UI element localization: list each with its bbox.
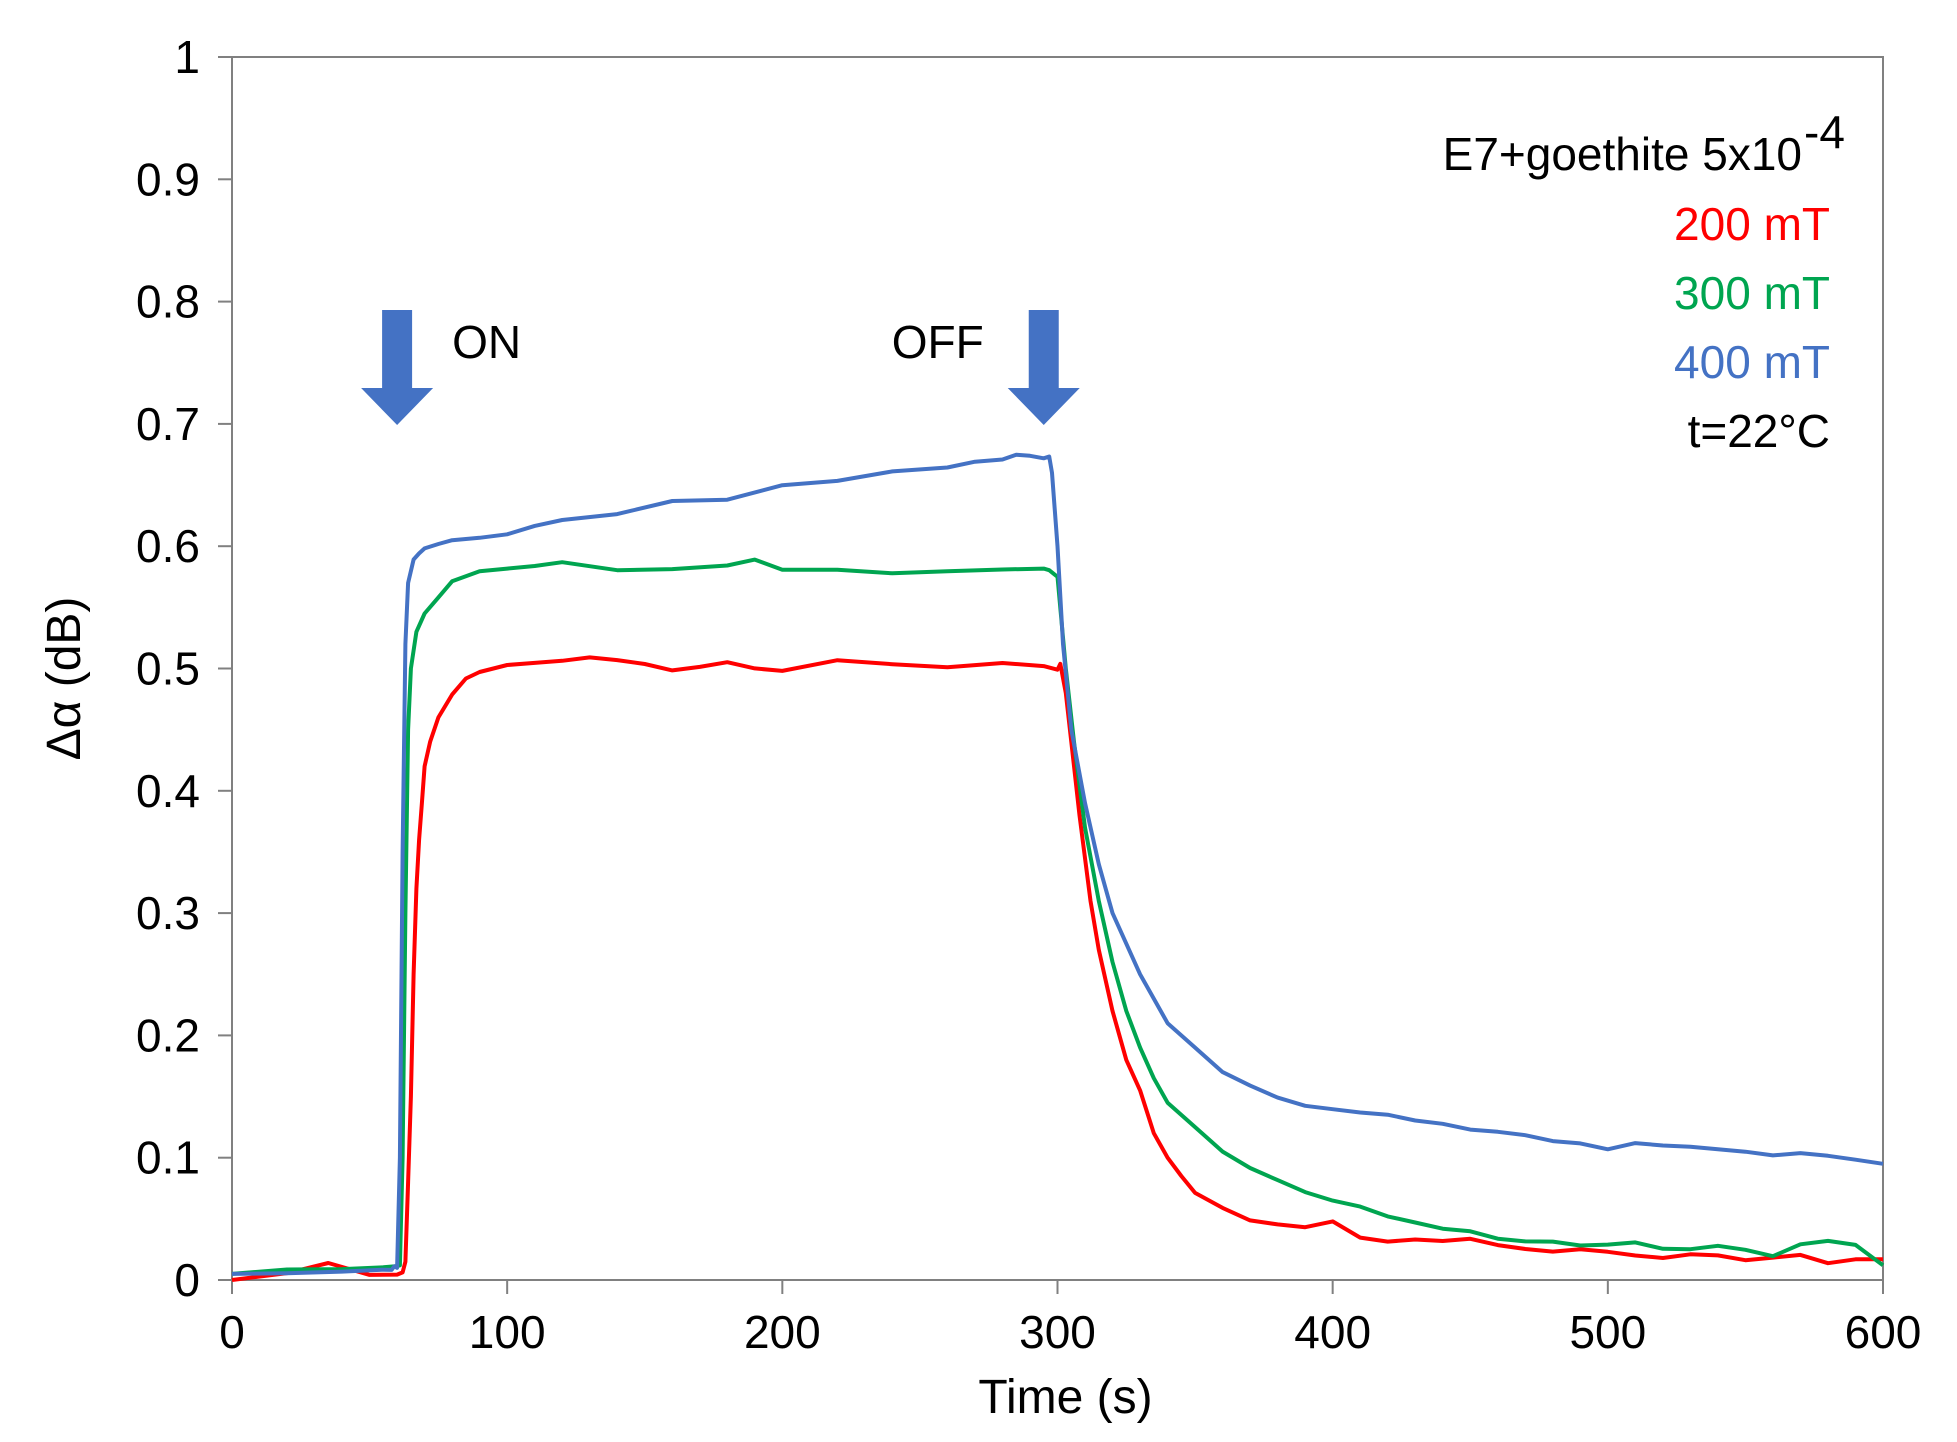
- x-tick-label: 200: [744, 1306, 821, 1358]
- y-tick-label: 0.1: [136, 1132, 200, 1184]
- y-tick-label: 0.7: [136, 398, 200, 450]
- y-tick-label: 0.2: [136, 1009, 200, 1061]
- x-axis-title: Time (s): [978, 1371, 1152, 1424]
- y-tick-label: 0: [174, 1254, 200, 1306]
- x-tick-label: 500: [1569, 1306, 1646, 1358]
- legend-header-superscript: -4: [1804, 106, 1845, 158]
- legend-footer: t=22°C: [1688, 405, 1830, 457]
- legend-entry-300-mT: 300 mT: [1674, 267, 1830, 319]
- legend-entry-400-mT: 400 mT: [1674, 336, 1830, 388]
- y-tick-label: 0.6: [136, 520, 200, 572]
- y-tick-label: 0.4: [136, 765, 200, 817]
- legend-header: E7+goethite 5x10: [1443, 128, 1802, 180]
- legend: E7+goethite 5x10 -4 200 mT 300 mT 400 mT t=22…: [1443, 106, 1845, 457]
- y-tick-label: 1: [174, 31, 200, 83]
- series-line-400-mT: [231, 452, 1884, 1276]
- y-tick-label: 0.5: [136, 643, 200, 695]
- x-tick-label: 600: [1845, 1306, 1922, 1358]
- annotation-on: ON: [452, 316, 521, 368]
- y-tick-label: 0.3: [136, 887, 200, 939]
- series-line-300-mT: [231, 557, 1885, 1276]
- arrow-off-icon: [1007, 310, 1080, 425]
- y-tick-label: 0.8: [136, 276, 200, 328]
- arrow-on-icon: [361, 310, 434, 425]
- x-tick-label: 400: [1294, 1306, 1371, 1358]
- x-tick-label: 0: [219, 1306, 245, 1358]
- series-line-200-mT: [231, 655, 1884, 1282]
- annotation-off: OFF: [892, 316, 984, 368]
- annotation-layer: ON OFF: [361, 310, 1080, 425]
- axes: 0 0.1 0.2 0.3 0.4 0.5 0.6 0.7 0.8 0.9 1 0 100 200 300 4…: [38, 31, 1921, 1424]
- legend-entry-200-mT: 200 mT: [1674, 198, 1830, 250]
- y-axis-title: Δα (dB): [38, 597, 91, 761]
- x-tick-label: 100: [469, 1306, 546, 1358]
- x-tick-label: 300: [1019, 1306, 1096, 1358]
- series-layer: [231, 452, 1885, 1282]
- y-tick-label: 0.9: [136, 153, 200, 205]
